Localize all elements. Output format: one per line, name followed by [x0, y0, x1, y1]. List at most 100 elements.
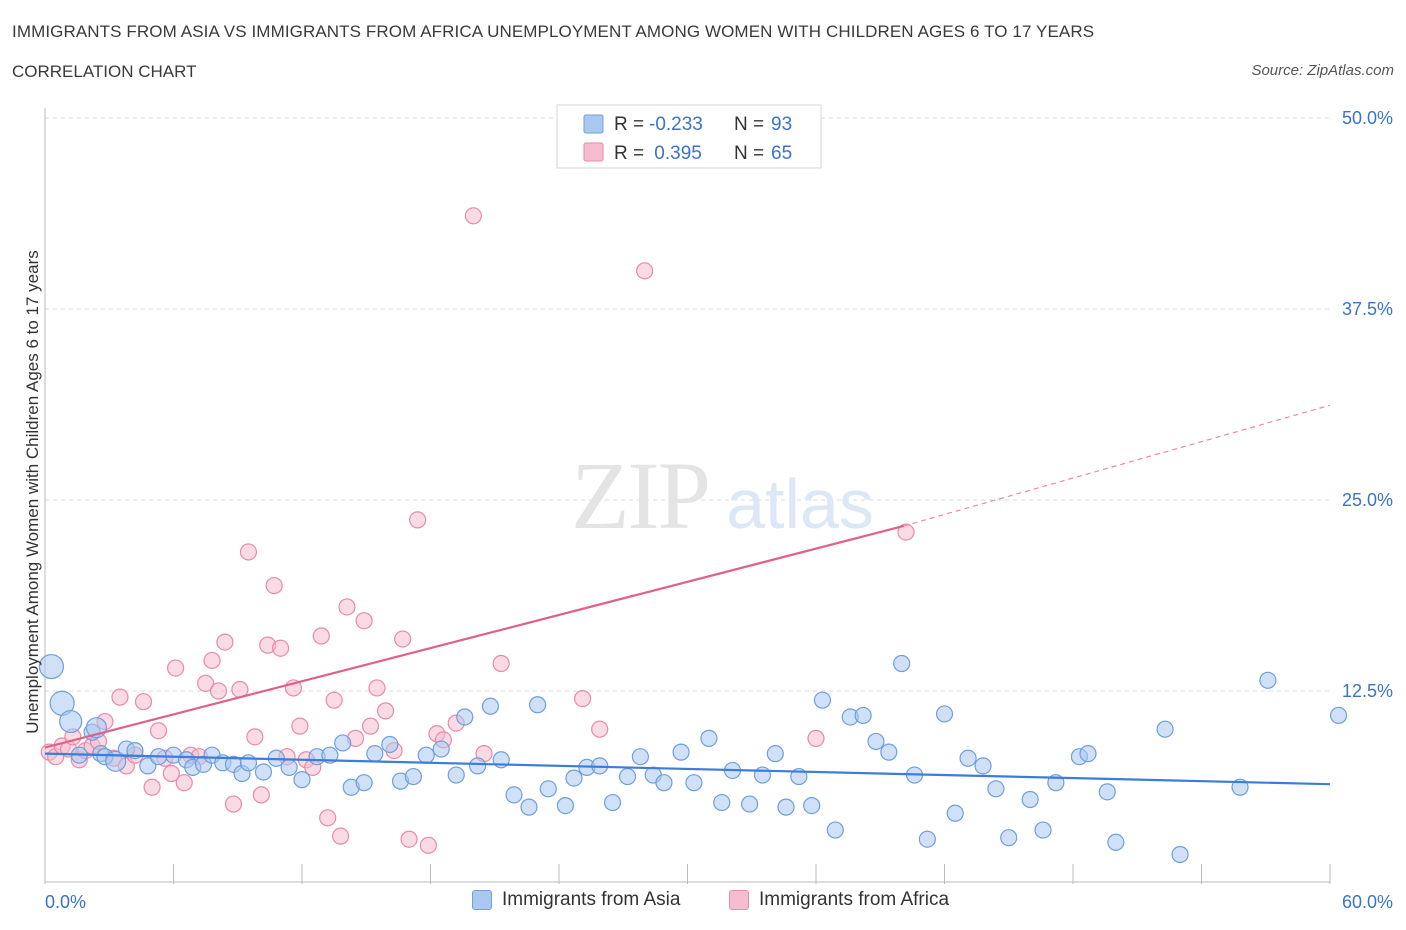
- asia-point: [254, 763, 273, 781]
- africa-point: [224, 795, 243, 813]
- asia-point: [1107, 833, 1125, 851]
- africa-point: [376, 702, 395, 720]
- africa-point: [149, 722, 168, 740]
- africa-point: [271, 639, 290, 657]
- africa-point: [419, 836, 437, 854]
- asia-point: [293, 771, 311, 789]
- africa-point: [197, 674, 215, 692]
- bottom-legend: Immigrants from Asia Immigrants from Afr…: [0, 889, 1406, 915]
- africa-legend-swatch: [729, 890, 749, 910]
- asia-legend-swatch: [472, 890, 492, 910]
- asia-point: [520, 798, 538, 816]
- africa-point: [246, 728, 264, 746]
- asia-point: [946, 804, 964, 822]
- africa-point: [209, 682, 228, 700]
- asia-r-value: -0.233: [649, 114, 703, 135]
- africa-point: [325, 691, 343, 709]
- asia-point: [826, 821, 844, 839]
- watermark-atlas: atlas: [726, 465, 874, 543]
- x-tick-label-min: 0.0%: [45, 892, 86, 912]
- africa-r-value: 0.395: [649, 143, 702, 164]
- africa-point: [291, 717, 309, 735]
- asia-point: [987, 780, 1005, 798]
- asia-point: [1156, 720, 1174, 738]
- africa-point: [252, 786, 270, 804]
- africa-point: [361, 717, 380, 735]
- africa-point: [134, 693, 153, 711]
- asia-point: [1034, 821, 1052, 839]
- africa-point: [216, 633, 234, 651]
- x-tick-label-max: 60.0%: [1342, 892, 1393, 912]
- asia-swatch: [583, 114, 604, 134]
- asia-point: [655, 774, 673, 792]
- asia-point: [893, 654, 911, 673]
- asia-point: [713, 793, 731, 812]
- asia-point: [631, 748, 649, 766]
- africa-point: [355, 612, 373, 630]
- asia-point: [867, 732, 885, 751]
- asia-point: [685, 774, 703, 792]
- africa-point: [239, 543, 258, 561]
- asia-point: [456, 708, 474, 726]
- africa-point: [338, 598, 356, 616]
- africa-n-label: N =: [734, 143, 764, 164]
- asia-point: [59, 709, 83, 734]
- africa-trend-line: [44, 524, 905, 749]
- asia-trend-line: [44, 752, 1331, 786]
- asia-point: [481, 697, 500, 715]
- asia-point: [741, 795, 759, 813]
- stats-legend: R = -0.233 N = 93 R = 0.395 N = 65: [556, 104, 822, 169]
- asia-point: [766, 745, 784, 763]
- africa-swatch: [583, 142, 604, 162]
- asia-point: [239, 754, 258, 772]
- africa-point: [143, 778, 161, 796]
- africa-point: [331, 827, 350, 845]
- asia-point: [404, 767, 422, 786]
- asia-point: [38, 653, 65, 680]
- chart-title: IMMIGRANTS FROM ASIA VS IMMIGRANTS FROM …: [12, 22, 1095, 41]
- africa-point: [394, 630, 412, 648]
- asia-point: [959, 749, 977, 767]
- y-tick-label: 37.5%: [1342, 299, 1393, 319]
- asia-r-label: R =: [614, 114, 644, 135]
- asia-point: [935, 705, 954, 723]
- asia-point: [417, 746, 435, 764]
- asia-point: [618, 767, 637, 786]
- asia-point: [700, 729, 718, 747]
- y-tick-label: 12.5%: [1342, 681, 1393, 701]
- asia-point: [854, 706, 872, 725]
- asia-point: [381, 735, 399, 754]
- africa-point: [203, 651, 221, 670]
- grid-lines: [45, 117, 1330, 692]
- asia-point: [334, 734, 352, 752]
- asia-n-label: N =: [734, 114, 764, 135]
- africa-point: [167, 659, 185, 677]
- asia-point: [918, 830, 936, 848]
- asia-point: [803, 796, 821, 815]
- asia-legend-label: Immigrants from Asia: [502, 889, 681, 910]
- africa-r-label: R =: [614, 143, 644, 164]
- asia-point: [672, 743, 690, 761]
- asia-point: [366, 745, 384, 763]
- africa-point: [464, 207, 482, 225]
- asia-point: [603, 793, 622, 812]
- africa-point: [162, 764, 180, 783]
- asia-point: [528, 696, 547, 714]
- asia-point: [880, 743, 898, 761]
- asia-point: [1021, 790, 1039, 809]
- africa-point: [175, 774, 193, 792]
- africa-point: [265, 576, 283, 595]
- asia-point: [1329, 706, 1348, 725]
- africa-trend-extension: [903, 404, 1331, 527]
- y-axis-label: Unemployment Among Women with Children A…: [23, 250, 42, 734]
- y-tick-label: 50.0%: [1342, 108, 1393, 128]
- africa-point: [312, 627, 330, 645]
- asia-point: [1000, 829, 1018, 847]
- asia-n-value: 93: [771, 114, 792, 135]
- y-tick-label: 25.0%: [1342, 490, 1393, 510]
- asia-point: [469, 757, 487, 775]
- africa-point: [400, 830, 418, 848]
- africa-legend-label: Immigrants from Africa: [759, 889, 950, 910]
- africa-point: [636, 262, 654, 280]
